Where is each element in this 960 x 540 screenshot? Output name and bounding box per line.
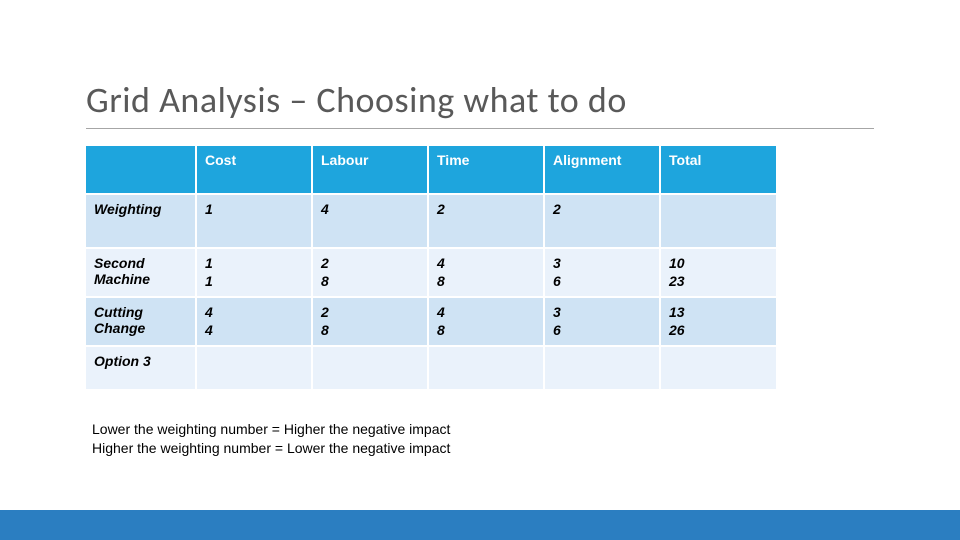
table-row: Second Machine 11 28 48 36 1023 [86, 248, 776, 297]
cell: 2 [428, 194, 544, 248]
table: Cost Labour Time Alignment Total Weighti… [86, 146, 776, 391]
cell [312, 346, 428, 390]
row-label: Option 3 [86, 346, 196, 390]
cell: 2 [544, 194, 660, 248]
page-title: Grid Analysis – Choosing what to do [86, 78, 874, 122]
column-header: Cost [196, 146, 312, 194]
column-header: Time [428, 146, 544, 194]
row-label: Weighting [86, 194, 196, 248]
row-label: Second Machine [86, 248, 196, 297]
cell [660, 346, 776, 390]
slide: Grid Analysis – Choosing what to do Cost… [0, 0, 960, 540]
cell: 1326 [660, 297, 776, 346]
cell [196, 346, 312, 390]
grid-analysis-table: Cost Labour Time Alignment Total Weighti… [86, 146, 776, 391]
cell [428, 346, 544, 390]
cell: 44 [196, 297, 312, 346]
cell: 1023 [660, 248, 776, 297]
column-header: Alignment [544, 146, 660, 194]
cell [544, 346, 660, 390]
footnote: Lower the weighting number = Higher the … [92, 420, 450, 458]
table-row: Option 3 [86, 346, 776, 390]
title-underline [86, 128, 874, 129]
footnote-line: Higher the weighting number = Lower the … [92, 439, 450, 458]
footnote-line: Lower the weighting number = Higher the … [92, 420, 450, 439]
column-header [86, 146, 196, 194]
table-row: Cutting Change 44 28 48 36 1326 [86, 297, 776, 346]
cell: 48 [428, 297, 544, 346]
table-row: Weighting 1 4 2 2 [86, 194, 776, 248]
cell: 28 [312, 248, 428, 297]
cell: 36 [544, 297, 660, 346]
cell: 11 [196, 248, 312, 297]
column-header: Total [660, 146, 776, 194]
cell: 1 [196, 194, 312, 248]
cell: 48 [428, 248, 544, 297]
cell: 4 [312, 194, 428, 248]
column-header: Labour [312, 146, 428, 194]
cell: 36 [544, 248, 660, 297]
bottom-accent-bar [0, 510, 960, 540]
table-header-row: Cost Labour Time Alignment Total [86, 146, 776, 194]
row-label: Cutting Change [86, 297, 196, 346]
cell: 28 [312, 297, 428, 346]
cell [660, 194, 776, 248]
